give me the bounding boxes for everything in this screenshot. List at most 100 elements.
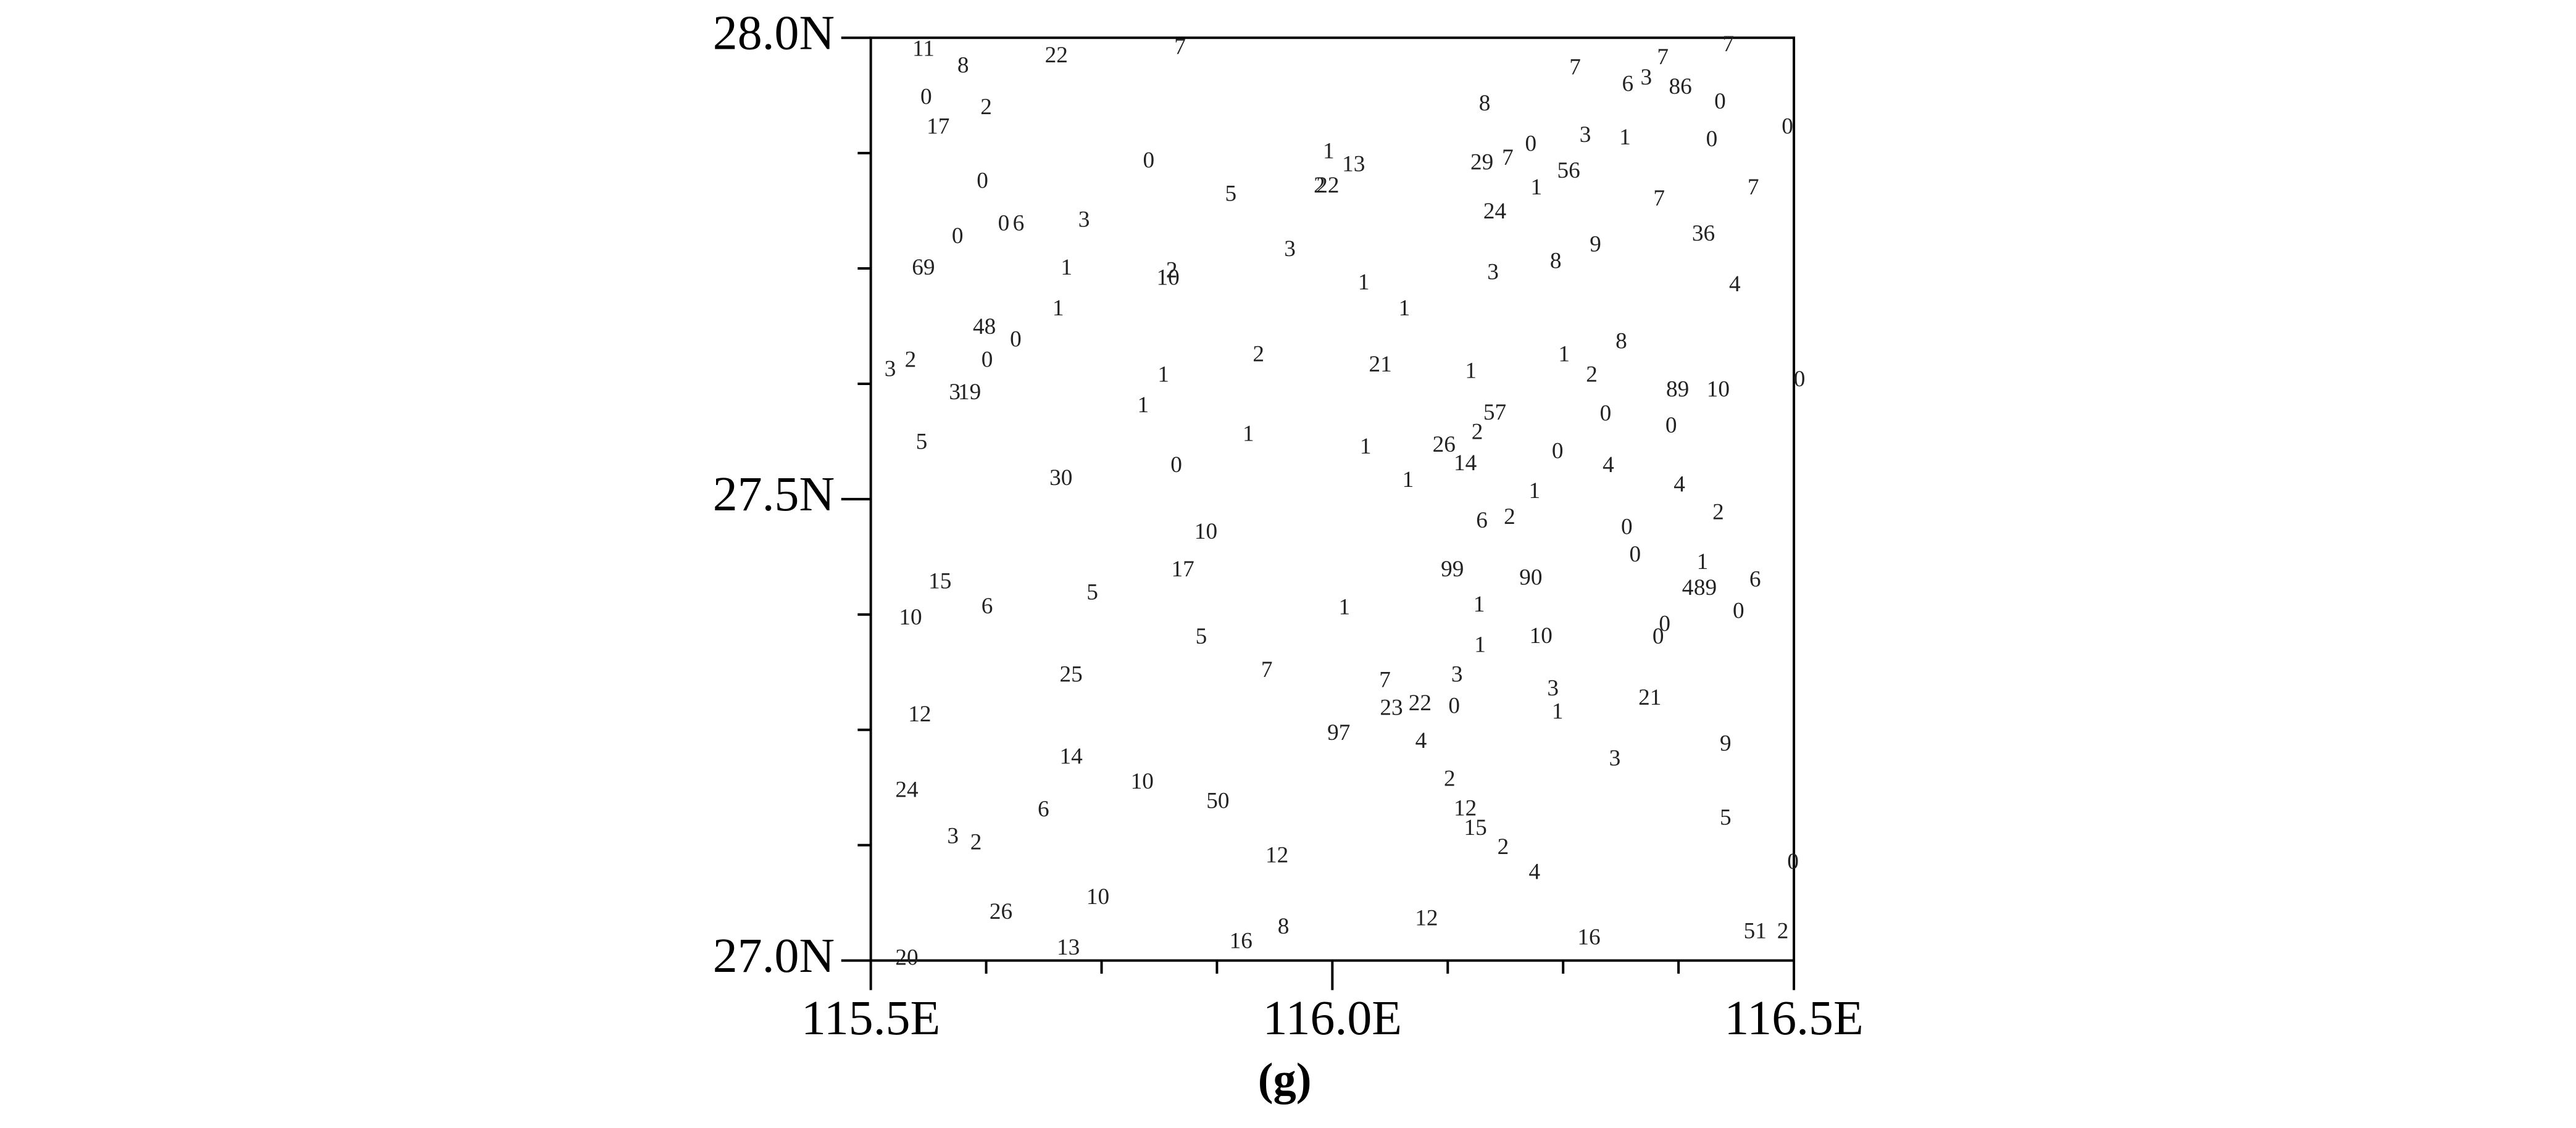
station-value: 0 (1659, 611, 1670, 636)
station-value: 2 (980, 94, 992, 120)
station-value: 4 (1729, 272, 1741, 297)
station-value: 0 (1714, 89, 1726, 114)
station-value: 2 (1498, 834, 1509, 860)
station-value: 2 (1314, 173, 1325, 198)
station-value: 7 (1657, 44, 1669, 70)
station-value: 3 (1609, 746, 1621, 771)
station-value: 5 (1225, 181, 1237, 206)
station-value: 3 (949, 379, 961, 405)
station-value: 1 (1243, 421, 1254, 446)
station-value: 4 (1415, 728, 1427, 753)
station-value: 3 (1640, 65, 1652, 90)
y-tick-label: 27.5N (713, 467, 835, 521)
station-value: 1 (1552, 699, 1564, 724)
station-value: 11 (912, 36, 935, 62)
station-value: 0 (1621, 514, 1633, 539)
station-value: 1 (1157, 362, 1169, 388)
station-value: 1 (1473, 592, 1485, 617)
station-value: 50 (1206, 788, 1229, 813)
station-value: 16 (1577, 925, 1600, 950)
station-value: 24 (895, 777, 919, 802)
station-value: 1 (1697, 549, 1709, 574)
station-value: 2 (1712, 499, 1724, 525)
station-value: 10 (899, 605, 922, 630)
station-value: 21 (1369, 352, 1391, 377)
station-value: 9 (1720, 731, 1732, 757)
station-value: 10 (1530, 623, 1553, 649)
y-tick-label: 27.0N (713, 929, 835, 983)
x-tick-label: 115.5E (801, 991, 940, 1045)
y-tick-label: 28.0N (713, 6, 835, 60)
station-value: 17 (927, 114, 949, 139)
station-value: 22 (1316, 173, 1339, 198)
station-value: 16 (1230, 929, 1253, 954)
station-value: 0 (998, 210, 1010, 236)
station-value: 8 (1278, 914, 1290, 939)
station-value: 5 (1196, 624, 1207, 649)
station-value: 2 (1166, 258, 1178, 283)
station-value: 0 (920, 84, 932, 109)
station-value: 7 (1379, 668, 1391, 693)
station-value: 8 (1550, 249, 1562, 274)
station-value: 5 (1720, 805, 1732, 830)
station-value: 2 (970, 830, 982, 855)
station-value: 1 (1052, 296, 1064, 321)
station-value: 1 (1465, 359, 1477, 384)
station-value: 0 (1665, 413, 1677, 438)
station-value: 14 (1060, 744, 1083, 769)
station-value: 10 (1086, 884, 1109, 910)
caption: (g) (1258, 1054, 1312, 1105)
station-value: 0 (1787, 849, 1799, 874)
station-value: 7 (1261, 657, 1273, 682)
station-value: 5 (1086, 579, 1098, 605)
station-value: 29 (1470, 150, 1493, 175)
station-value: 6 (982, 594, 993, 619)
station-value: 15 (928, 569, 951, 594)
station-value: 12 (1265, 843, 1288, 868)
station-value: 6 (1476, 508, 1488, 533)
station-value: 21 (1638, 685, 1661, 710)
station-value: 2 (1586, 362, 1598, 388)
station-value: 69 (912, 255, 935, 280)
station-value: 1 (1360, 434, 1372, 459)
station-value: 6 (1622, 72, 1634, 97)
station-value: 0 (1552, 439, 1564, 464)
station-value: 0 (1706, 126, 1718, 152)
station-value: 7 (1723, 31, 1735, 57)
station-value: 1 (1474, 632, 1486, 658)
station-value: 22 (1045, 43, 1068, 68)
station-value: 12 (908, 702, 931, 727)
station-value: 0 (1010, 327, 1022, 352)
station-value: 86 (1669, 74, 1691, 99)
station-value: 8 (957, 53, 969, 78)
station-value: 1 (1403, 467, 1414, 492)
station-value: 2 (1472, 419, 1483, 444)
station-value: 7 (1174, 35, 1186, 60)
station-value: 97 (1327, 720, 1350, 745)
station-value: 1 (1358, 270, 1370, 295)
station-value: 2 (905, 347, 917, 373)
station-value: 26 (1433, 432, 1456, 457)
station-value: 1 (1399, 296, 1411, 321)
station-value: 36 (1692, 221, 1715, 246)
station-value: 23 (1380, 695, 1403, 720)
station-value: 25 (1060, 662, 1083, 687)
station-value: 8 (1615, 329, 1627, 354)
station-value: 57 (1483, 400, 1506, 425)
station-value: 10 (1194, 519, 1217, 544)
station-value: 0 (977, 168, 988, 194)
station-value: 0 (1733, 598, 1744, 623)
station-value: 1 (1558, 342, 1570, 367)
station-value: 0 (982, 347, 993, 373)
station-value: 0 (1448, 693, 1460, 718)
station-value: 48 (973, 314, 996, 339)
station-value: 15 (1464, 815, 1487, 840)
station-value: 7 (1569, 55, 1581, 80)
station-value: 24 (1483, 199, 1507, 224)
station-value: 99 (1441, 557, 1464, 582)
station-value: 9 (1590, 232, 1601, 257)
station-value: 4 (1603, 452, 1614, 478)
station-value: 3 (1487, 260, 1499, 285)
